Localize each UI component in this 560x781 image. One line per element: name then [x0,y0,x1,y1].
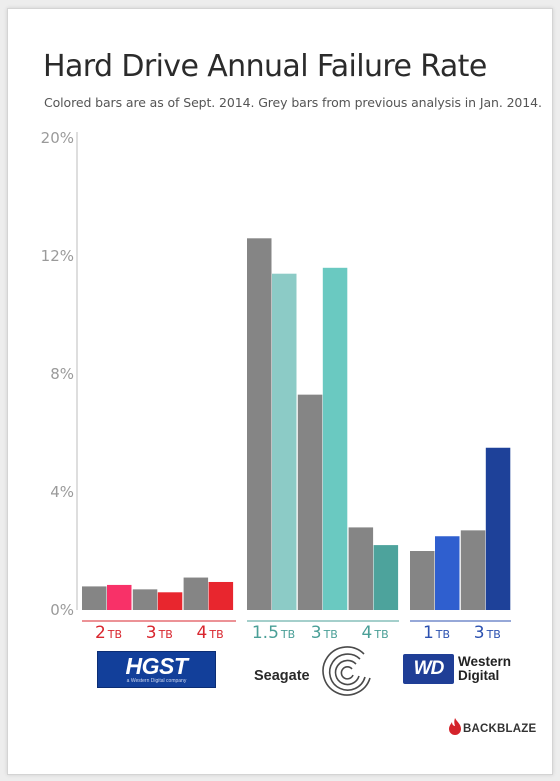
wd-bar-sep-2014 [485,447,511,610]
wd-bar-jan-2014 [460,530,486,610]
y-tick-label: 20% [41,129,74,147]
size-label-unit: TB [486,628,501,641]
size-label-unit: TB [208,628,223,641]
wd-logo-name: Western Digital [458,655,511,683]
size-label-number: 3 [146,623,157,643]
hgst-bar-sep-2014 [208,581,234,610]
size-label-number: 2 [95,623,106,643]
chart-subtitle: Colored bars are as of Sept. 2014. Grey … [44,95,542,110]
seagate-size-label: 1.5 TB [252,623,295,643]
hgst-logo-name: HGST [125,653,188,679]
hgst-bar-jan-2014 [183,577,209,610]
size-label-number: 3 [474,623,485,643]
seagate-logo-name: Seagate [254,668,310,684]
size-label-number: 3 [311,623,322,643]
hgst-bar-jan-2014 [132,589,158,610]
seagate-size-label: 4 TB [362,623,389,643]
y-tick-label: 8% [50,365,74,383]
backblaze-logo-text: BACKBLAZE [463,723,537,735]
wd-bar-jan-2014 [410,551,435,610]
hgst-logo: HGST a Western Digital company [97,651,216,688]
y-tick-label: 4% [50,483,74,501]
seagate-bar-jan-2014 [297,394,323,610]
wd-logo-name-line1: Western [458,654,512,669]
size-label-number: 1 [423,623,434,643]
backblaze-flame-icon [449,718,461,735]
chart-title: Hard Drive Annual Failure Rate [43,49,487,84]
wd-size-label: 3 TB [474,623,501,643]
size-label-number: 4 [362,623,373,643]
seagate-logo-icon [322,646,371,696]
seagate-size-label: 3 TB [311,623,338,643]
y-tick-label: 12% [41,247,74,265]
size-label-unit: TB [107,628,122,641]
hgst-size-label: 4 TB [197,623,224,643]
seagate-bar-jan-2014 [247,238,272,611]
size-label-unit: TB [323,628,338,641]
seagate-bar-jan-2014 [348,527,374,610]
wd-size-label: 1 TB [423,623,450,643]
size-label-unit: TB [373,628,388,641]
hgst-logo-tagline: a Western Digital company [126,678,187,684]
size-label-unit: TB [435,628,450,641]
size-label-number: 4 [197,623,208,643]
y-tick-label: 0% [50,601,74,619]
wd-bar-sep-2014 [435,536,460,610]
hgst-bar-sep-2014 [157,592,183,610]
wd-logo-mark: WD [403,654,454,684]
seagate-bar-sep-2014 [272,273,297,610]
size-label-unit: TB [158,628,173,641]
hgst-size-label: 3 TB [146,623,173,643]
size-label-number: 1.5 [252,623,279,643]
hgst-size-label: 2 TB [95,623,122,643]
wd-logo-name-line2: Digital [458,668,500,683]
seagate-bar-sep-2014 [322,267,348,610]
seagate-bar-sep-2014 [373,545,399,610]
size-label-unit: TB [280,628,295,641]
hgst-bar-jan-2014 [82,586,107,610]
hgst-bar-sep-2014 [107,584,132,610]
